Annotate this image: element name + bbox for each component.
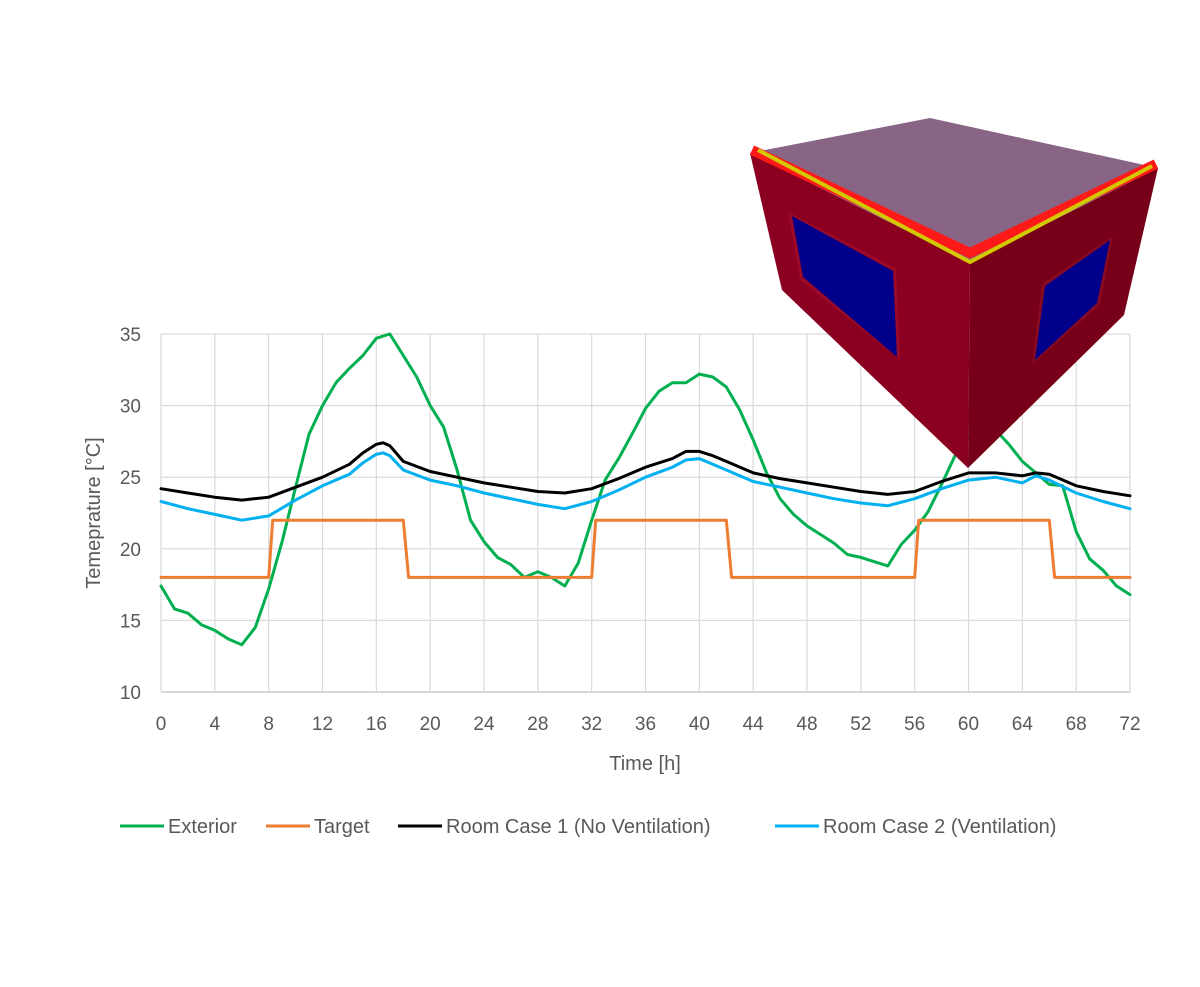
x-tick-label: 56: [904, 714, 925, 735]
y-tick-label: 15: [120, 611, 141, 632]
x-tick-label: 24: [473, 714, 495, 735]
y-tick-label: 35: [120, 325, 141, 346]
x-tick-label: 72: [1119, 714, 1140, 735]
chart-legend: Exterior Target Room Case 1 (No Ventilatio…: [120, 816, 1056, 838]
y-axis-title: Temeprature [°C]: [83, 437, 105, 588]
x-tick-label: 52: [850, 714, 871, 735]
x-tick-label: 28: [527, 714, 548, 735]
room-window-right: [1035, 240, 1110, 360]
x-tick-label: 64: [1012, 714, 1034, 735]
y-tick-label: 10: [120, 683, 141, 704]
x-tick-label: 0: [156, 714, 167, 735]
series-line-2: [159, 441, 1132, 502]
series-line-1: [159, 518, 1132, 579]
chart-gridlines: [160, 333, 1131, 693]
x-tick-label: 40: [689, 714, 710, 735]
legend-label: Room Case 2 (Ventilation): [823, 816, 1056, 838]
y-tick-label: 20: [120, 540, 141, 561]
x-tick-label: 68: [1066, 714, 1087, 735]
x-axis-ticks: 0 4 8 12 16 20 24 28 32 36 40 44 48 52 56 60 64 68 72: [156, 714, 1141, 735]
x-tick-label: 20: [420, 714, 441, 735]
room-roof: [750, 118, 1158, 262]
x-tick-label: 4: [210, 714, 221, 735]
x-tick-label: 12: [312, 714, 333, 735]
chart-series: [159, 332, 1132, 647]
x-tick-label: 8: [263, 714, 274, 735]
x-tick-label: 16: [366, 714, 387, 735]
x-tick-label: 36: [635, 714, 656, 735]
legend-label: Room Case 1 (No Ventilation): [446, 816, 711, 838]
x-tick-label: 32: [581, 714, 602, 735]
x-axis-title: Time [h]: [609, 753, 681, 775]
y-tick-label: 30: [120, 397, 141, 418]
room-roof-edge-yellow: [757, 148, 1153, 265]
y-axis-ticks: 10 15 20 25 30 35: [120, 325, 141, 704]
x-tick-label: 44: [743, 714, 765, 735]
x-tick-label: 60: [958, 714, 979, 735]
x-tick-label: 48: [796, 714, 817, 735]
legend-label: Exterior: [168, 816, 237, 838]
room-window-left: [792, 216, 897, 357]
y-tick-label: 25: [120, 468, 141, 489]
legend-label: Target: [314, 816, 370, 838]
room-3d-model-illustration: [749, 118, 1159, 468]
series-line-3: [159, 451, 1132, 522]
